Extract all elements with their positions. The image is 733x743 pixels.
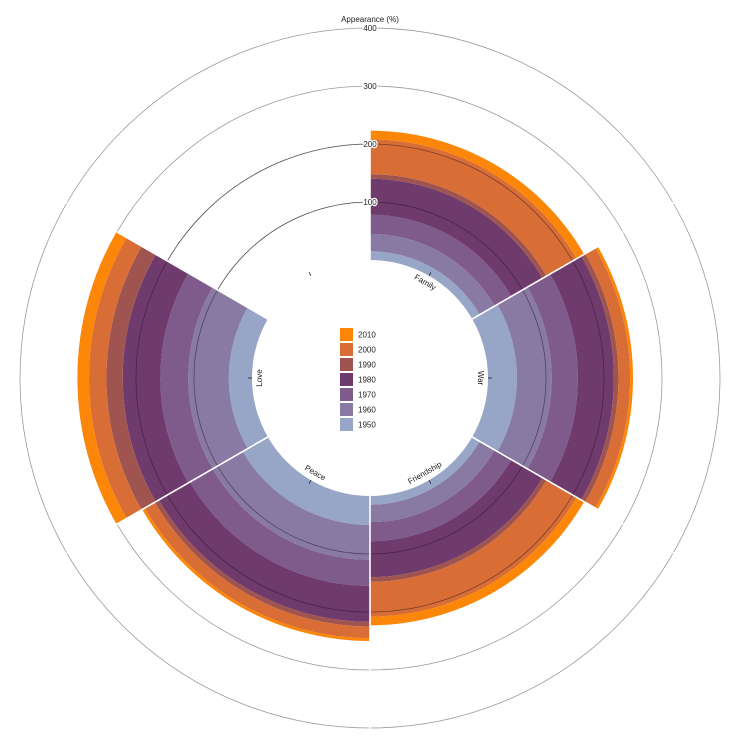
legend-label: 2010 (358, 331, 376, 340)
bar-Friendship-1980 (370, 459, 543, 578)
bar-Love-1990 (106, 246, 156, 510)
bar-Family-1960 (370, 233, 495, 315)
bar-Friendship-1970 (370, 450, 512, 542)
legend-swatch-1950 (340, 418, 353, 431)
bar-Friendship-1990 (370, 477, 547, 582)
category-label: Love (255, 369, 264, 387)
bar-Peace-1960 (212, 451, 370, 560)
bar-War-1960 (497, 287, 552, 469)
radial-tick-label: 200 (363, 140, 377, 149)
bar-War-2010 (595, 246, 633, 510)
bar-Friendship-1960 (370, 441, 495, 523)
bar-Love-1960 (188, 287, 248, 469)
bar-layer (77, 130, 633, 641)
legend-swatch-1970 (340, 388, 353, 401)
bar-War-1990 (581, 253, 619, 503)
bar-Peace-2010 (142, 508, 370, 641)
bar-Family-1950 (370, 251, 480, 319)
sector-separator (471, 436, 691, 564)
bar-War-2000 (585, 247, 631, 509)
bar-Family-2000 (370, 139, 577, 277)
bar-Love-2010 (77, 231, 127, 525)
bar-War-1950 (472, 304, 517, 452)
category-tick (308, 479, 312, 484)
legend-swatch-1960 (340, 403, 353, 416)
category-tick (428, 272, 432, 277)
bar-War-1970 (527, 274, 578, 482)
bar-Family-1990 (370, 174, 547, 279)
bar-Love-1970 (160, 273, 213, 483)
category-tick (308, 272, 312, 277)
bar-Family-1970 (370, 214, 512, 306)
axis-title: Appearance (%) (341, 15, 399, 24)
legend-swatch-2010 (340, 328, 353, 341)
bar-Peace-1990 (154, 499, 370, 627)
bar-Family-2010 (370, 130, 585, 259)
bar-Peace-2000 (144, 502, 370, 639)
bar-War-1980 (550, 256, 614, 500)
bar-Friendship-2010 (370, 497, 585, 626)
bar-Love-2000 (89, 237, 142, 519)
radial-tick-label: 300 (363, 82, 377, 91)
sector-separator (49, 192, 269, 320)
overlay-layer (49, 8, 691, 743)
legend-label: 1970 (358, 391, 376, 400)
radial-tick-label: 100 (363, 198, 377, 207)
legend-label: 1950 (358, 421, 376, 430)
category-label: War (476, 371, 485, 386)
legend-label: 2000 (358, 346, 376, 355)
sector-separator (49, 436, 269, 564)
legend-label: 1990 (358, 361, 376, 370)
legend: 2010 2000 1990 1980 1970 1960 1950 (340, 328, 376, 431)
bar-Peace-1970 (189, 468, 370, 586)
sector-separator (471, 192, 691, 320)
legend-label: 1960 (358, 406, 376, 415)
radial-tick-label: 400 (363, 24, 377, 33)
bar-Peace-1980 (158, 481, 370, 622)
bar-Friendship-1950 (370, 437, 480, 505)
category-tick (428, 479, 432, 484)
legend-label: 1980 (358, 376, 376, 385)
legend-swatch-2000 (340, 343, 353, 356)
bar-Friendship-2000 (370, 479, 577, 617)
legend-swatch-1990 (340, 358, 353, 371)
bar-Family-1980 (370, 178, 543, 297)
bar-Love-1980 (122, 254, 189, 502)
bar-Peace-1950 (242, 437, 370, 525)
legend-swatch-1980 (340, 373, 353, 386)
